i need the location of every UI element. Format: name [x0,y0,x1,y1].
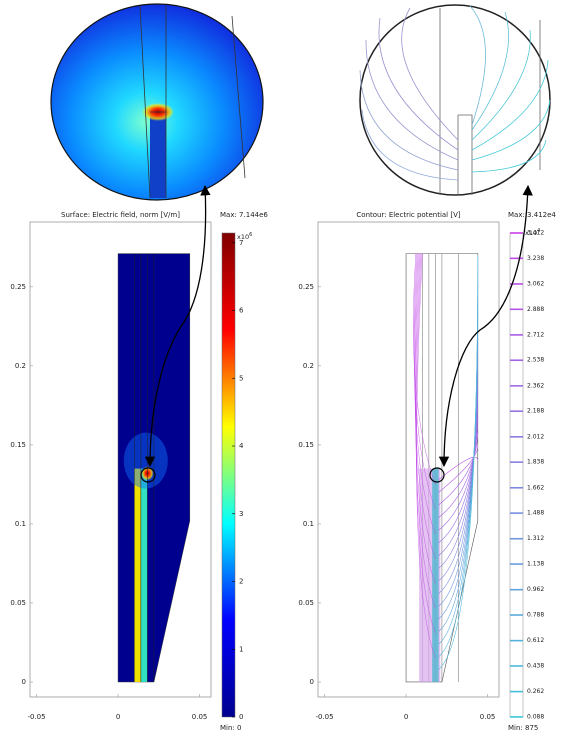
plot-title: Surface: Electric field, norm [V/m] [61,211,180,219]
y-tick-label: 0.2 [15,362,26,370]
colorbar-tick-label: 1.312 [527,535,544,542]
y-tick-label: 0.05 [298,599,314,607]
colorbar-tick-label: 0.438 [527,662,544,669]
y-tick-label: 0.15 [10,441,26,449]
x-tick-label: -0.05 [27,713,45,721]
y-tick-label: 0 [22,678,26,686]
strip-mid [141,469,148,682]
colorbar-tick-label: 0 [239,713,243,721]
x-tick-label: 0 [404,713,408,721]
colorbar-tick-label: 1.662 [527,484,544,491]
zoom-inset-field [51,4,263,200]
plot-title: Contour: Electric potential [V] [356,211,460,219]
colorbar-tick-label: 1 [239,645,243,653]
colorbar-tick-label: 3.062 [527,280,544,287]
y-tick-label: 0.1 [303,520,314,528]
colorbar-tick-label: 3.238 [527,255,544,262]
y-tick-label: 0.05 [10,599,26,607]
colorbar-tick-label: 2.362 [527,382,544,389]
y-tick-label: 0.25 [10,283,26,291]
colorbar-tick-label: 0.788 [527,612,544,619]
colorbar-tick-label: 2.888 [527,306,544,313]
panels: Surface: Electric field, norm [V/m] 0 0.05… [10,211,556,732]
page: {"chart_data": [ {"type": "surface", "ti… [0,0,566,735]
y-tick-label: 0 [310,678,314,686]
colorbar-tick-label: 5 [239,374,243,382]
x-tick-label: -0.05 [315,713,333,721]
colorbar-tick-label: 2 [239,578,243,586]
colorbar-tick-label: 2.012 [527,433,544,440]
colorbar [510,233,523,717]
colorbar-tick-label: 0.088 [527,713,544,720]
colorbar-tick-label: 0.262 [527,688,544,695]
colorbar-tick-label: 1.838 [527,459,544,466]
max-label: Max: 3.412e4 [508,211,556,219]
plot-frame [318,222,499,697]
x-tick-label: 0.05 [480,713,496,721]
colorbar-tick-label: 6 [239,307,244,315]
multiplier-base: x10 [237,233,249,241]
colorbar-tick-label: 0.612 [527,637,544,644]
field-halo [124,433,168,489]
multiplier-exponent: 4 [537,228,540,234]
x-tick-label: 0 [116,713,120,721]
x-tick-label: 0.05 [192,713,208,721]
y-tick-label: 0.15 [298,441,314,449]
min-label: Min: 875 [508,724,538,732]
min-label: Min: 0 [220,724,241,732]
colorbar-tick-label: 2.188 [527,408,544,415]
dense-contours [432,469,439,682]
colorbar-tick-label: 3 [239,510,243,518]
colorbar-tick-label: 2.712 [527,331,544,338]
colorbar-tick-label: 4 [239,442,244,450]
colorbar-tick-label: 1.138 [527,561,544,568]
colorbar-tick-label: 0.962 [527,586,544,593]
y-tick-label: 0.1 [15,520,26,528]
figure: Surface: Electric field, norm [V/m] 0 0.05… [0,0,566,735]
strip-high [134,469,141,682]
multiplier-base: x10 [525,229,537,237]
colorbar-tick-label: 1.488 [527,510,544,517]
multiplier-exponent: 6 [249,232,252,238]
zoom-inset-potential [360,5,550,195]
max-label: Max: 7.144e6 [220,211,268,219]
colorbar [222,233,235,717]
colorbar-multiplier: x106 [237,232,252,242]
y-tick-label: 0.2 [303,362,314,370]
colorbar-tick-label: 2.538 [527,357,544,364]
y-tick-label: 0.25 [298,283,314,291]
